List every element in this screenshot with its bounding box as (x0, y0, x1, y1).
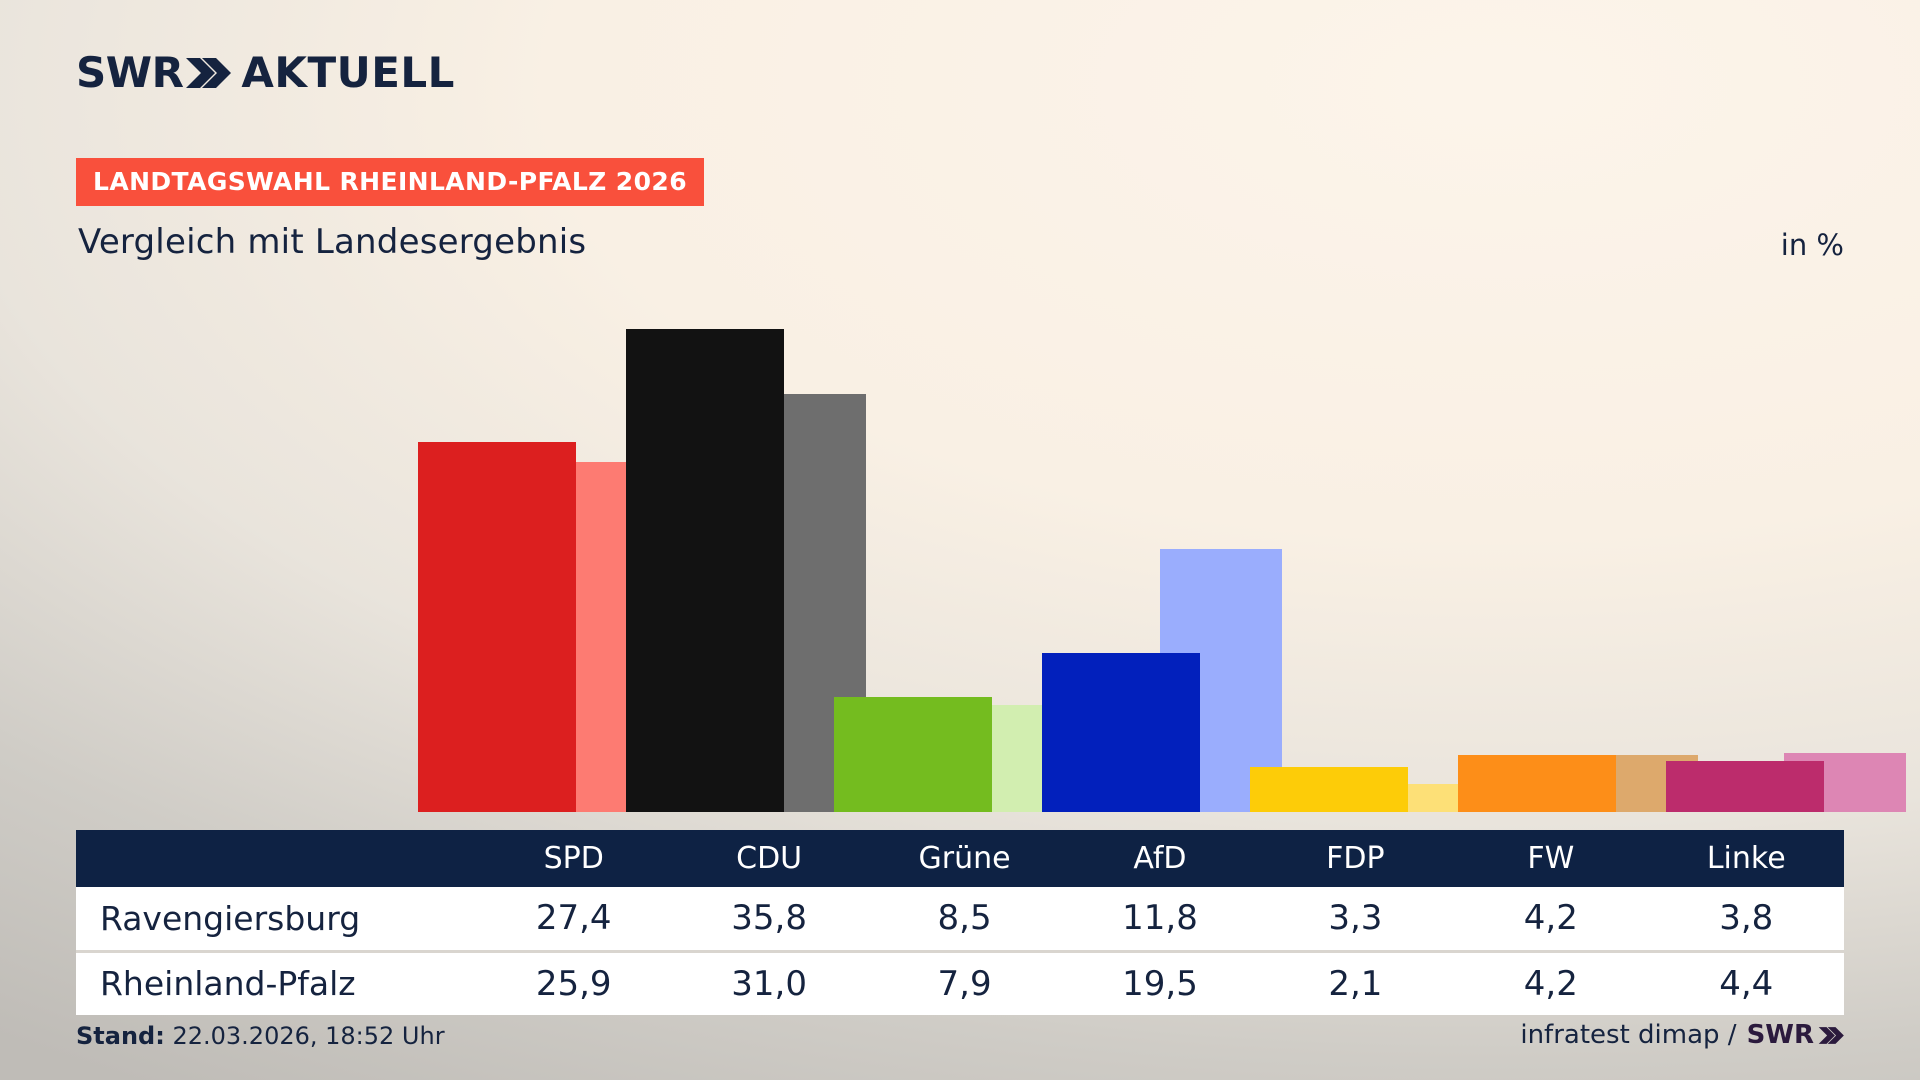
table-header-name (76, 830, 476, 887)
bar-main-fw (1458, 755, 1616, 812)
bar-compare-cdu (744, 393, 866, 812)
source-swr-mark: SWR (1747, 1020, 1844, 1050)
table-header-row: SPD CDU Grüne AfD FDP FW Linke (76, 830, 1844, 887)
table-header-afd: AfD (1133, 841, 1187, 876)
source-text: infratest dimap / (1520, 1020, 1737, 1050)
table-cell-fw: 4,2 (1523, 898, 1578, 939)
bar-compare-fdp (1368, 783, 1490, 812)
unit-label: in % (1780, 228, 1844, 262)
table-row-label: Rheinland-Pfalz (76, 949, 476, 1015)
table-row-label: Ravengiersburg (100, 898, 361, 938)
bar-main-linke (1666, 760, 1824, 812)
logo-aktuell-text: AKTUELL (241, 48, 455, 97)
table-cell-fdp: 2,1 (1257, 949, 1454, 1015)
table-header-fdp: FDP (1326, 841, 1385, 876)
page-subtitle: Vergleich mit Landesergebnis (78, 222, 587, 262)
table-header-grüne: Grüne (918, 841, 1011, 876)
table-cell-spd: 27,4 (535, 898, 612, 939)
swr-aktuell-logo: SWR AKTUELL (76, 48, 455, 97)
timestamp: Stand: 22.03.2026, 18:52 Uhr (76, 1022, 445, 1050)
logo-swr-text: SWR (76, 48, 184, 97)
bar-main-spd (418, 442, 576, 812)
table-cell-linke: 4,4 (1648, 949, 1844, 1015)
bar-main-fdp (1250, 767, 1408, 812)
table-header-cdu: CDU (736, 841, 803, 876)
bar-main-afd (1042, 652, 1200, 812)
double-chevron-right-icon (1818, 1026, 1844, 1045)
double-chevron-right-icon (185, 56, 232, 90)
bar-compare-fw (1576, 755, 1698, 812)
timestamp-value: 22.03.2026, 18:52 Uhr (172, 1022, 445, 1050)
table-cell-spd: 25,9 (476, 949, 672, 1015)
table-cell-linke: 3,8 (1719, 898, 1774, 939)
source-attribution: infratest dimap / SWR (1520, 1020, 1844, 1050)
timestamp-label: Stand: (76, 1022, 165, 1050)
bar-main-grüne (834, 697, 992, 812)
table-cell-grüne: 8,5 (937, 898, 992, 939)
table-cell-fw: 4,2 (1453, 949, 1649, 1015)
bar-compare-grüne (952, 705, 1074, 812)
bar-compare-linke (1784, 752, 1906, 812)
results-table: SPD CDU Grüne AfD FDP FW Linke Ravengiersburg 2… (76, 830, 1844, 1015)
bar-compare-spd (536, 462, 658, 812)
source-swr-text: SWR (1746, 1020, 1814, 1050)
table-body: Ravengiersburg 27,4 35,8 8,5 11,8 3,3 4,2 3,8 Rh… (76, 887, 1844, 1015)
table-cell-cdu: 31,0 (671, 949, 867, 1015)
table-header-fw: FW (1527, 841, 1575, 876)
table-cell-afd: 19,5 (1062, 949, 1258, 1015)
table-row: Rheinland-Pfalz 25,9 31,0 7,9 19,5 2,1 4,2 4,4 (76, 949, 1844, 1015)
table-cell-cdu: 35,8 (731, 898, 807, 939)
table-header-linke: Linke (1706, 841, 1786, 876)
election-badge: LANDTAGSWAHL RHEINLAND-PFALZ 2026 (76, 158, 704, 206)
table-row: Ravengiersburg 27,4 35,8 8,5 11,8 3,3 4,2 3,8 (76, 887, 1844, 951)
table-header-spd: SPD (543, 841, 604, 876)
table-cell-fdp: 3,3 (1328, 898, 1383, 939)
table-cell-afd: 11,8 (1122, 898, 1198, 939)
table-cell-grüne: 7,9 (866, 949, 1063, 1015)
bar-main-cdu (626, 328, 784, 812)
bar-compare-afd (1160, 548, 1282, 812)
